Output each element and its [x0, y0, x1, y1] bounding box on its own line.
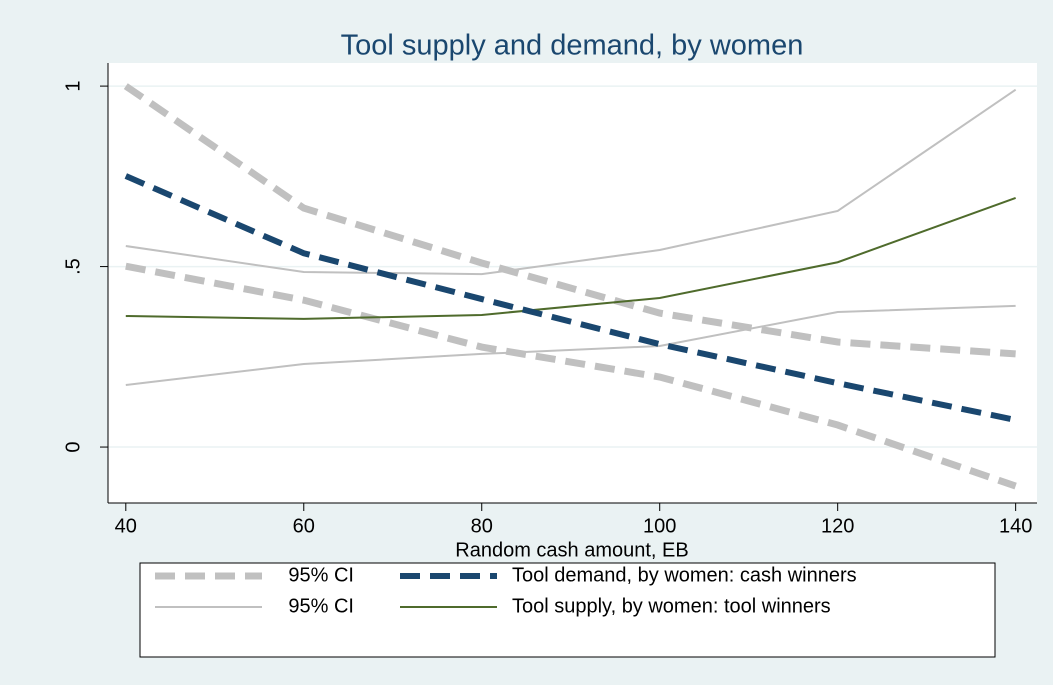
series-line	[124, 173, 1017, 423]
legend-label: Tool demand, by women: cash winners	[512, 564, 857, 586]
x-tick-label: 100	[643, 515, 676, 537]
x-axis-label: Random cash amount, EB	[455, 539, 688, 561]
legend-label: Tool supply, by women: tool winners	[512, 595, 831, 617]
y-tick-label: 1	[62, 81, 84, 92]
x-tick-label: 140	[999, 515, 1032, 537]
x-tick-label: 80	[471, 515, 493, 537]
x-tick-label: 60	[293, 515, 315, 537]
chart-title: Tool supply and demand, by women	[341, 30, 804, 62]
series-line	[125, 304, 1016, 386]
legend	[139, 562, 996, 658]
plot-area	[108, 63, 1037, 503]
legend-label: 95% CI	[288, 564, 354, 586]
series-line	[125, 88, 1017, 276]
x-tick-label: 120	[821, 515, 854, 537]
y-tick-label: .5	[62, 258, 84, 275]
series-line	[125, 197, 1016, 320]
series-line	[125, 262, 1017, 490]
x-tick-label: 40	[115, 515, 137, 537]
legend-label: 95% CI	[288, 595, 354, 617]
y-tick-label: 0	[62, 441, 84, 452]
series-line	[123, 83, 1016, 358]
